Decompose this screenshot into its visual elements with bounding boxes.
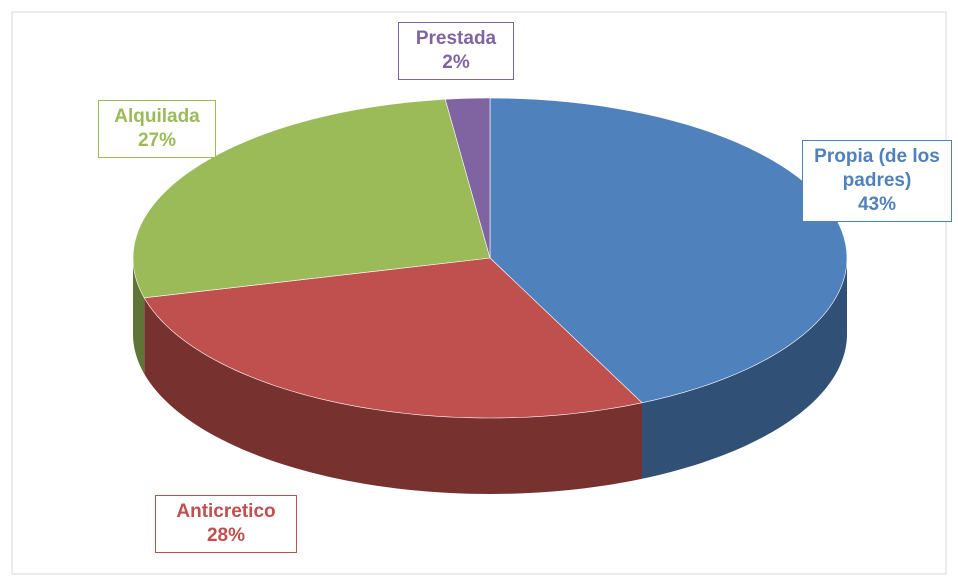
data-label: Prestada 2% <box>398 22 514 80</box>
pie-slice <box>489 97 848 404</box>
data-label: Anticretico 28% <box>155 495 297 553</box>
data-label: Propia (de los padres) 43% <box>802 140 952 222</box>
category-name: Alquilada <box>114 106 200 127</box>
pie-slice <box>444 97 491 259</box>
value-label: 2% <box>442 52 470 73</box>
category-name: Prestada <box>415 28 497 49</box>
data-label: Alquilada 27% <box>98 100 216 158</box>
chart-frame <box>11 11 947 575</box>
value-label: 27% <box>137 130 177 151</box>
pie-side <box>642 258 847 479</box>
category-name: Anticretico <box>176 501 276 522</box>
pie-side <box>144 297 642 494</box>
category-name: Propia (de los padres) <box>814 146 940 191</box>
pie-slice <box>143 257 643 419</box>
value-label: 28% <box>206 525 246 546</box>
value-label: 43% <box>857 194 897 215</box>
pie-side <box>133 258 145 374</box>
pie-slice <box>132 98 491 299</box>
